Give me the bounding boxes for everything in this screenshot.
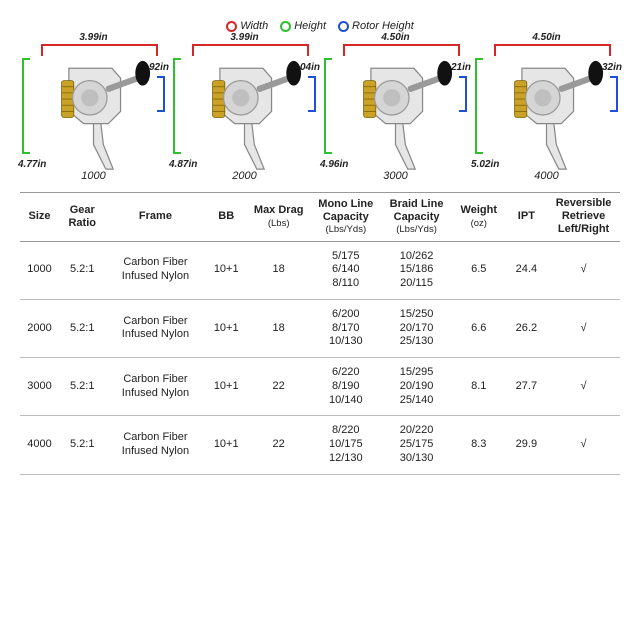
model-label: 3000 (322, 170, 469, 182)
table-row: 1000 5.2:1 Carbon Fiber Infused Nylon 10… (20, 241, 620, 299)
legend-item-rotor: Rotor Height (338, 20, 414, 32)
cell-max-drag: 22 (247, 358, 310, 416)
cell-frame: Carbon Fiber Infused Nylon (105, 241, 205, 299)
width-value: 4.50in (473, 32, 620, 43)
cell-gear-ratio: 5.2:1 (59, 299, 105, 357)
legend-item-width: Width (226, 20, 268, 32)
legend-label-rotor: Rotor Height (352, 20, 414, 32)
cell-braid: 15/25020/17025/130 (381, 299, 452, 357)
model-label: 1000 (20, 170, 167, 182)
height-bracket (324, 58, 332, 154)
cell-ipt: 29.9 (506, 416, 547, 474)
spec-table-body: 1000 5.2:1 Carbon Fiber Infused Nylon 10… (20, 241, 620, 474)
legend-label-height: Height (294, 20, 326, 32)
cell-gear-ratio: 5.2:1 (59, 358, 105, 416)
cell-frame: Carbon Fiber Infused Nylon (105, 358, 205, 416)
cell-frame: Carbon Fiber Infused Nylon (105, 299, 205, 357)
cell-braid: 20/22025/17530/130 (381, 416, 452, 474)
width-value: 3.99in (20, 32, 167, 43)
legend-circle-height (280, 21, 291, 32)
table-header-row: Size Gear Ratio Frame BB Max Drag (Lbs) … (20, 193, 620, 242)
cell-gear-ratio: 5.2:1 (59, 416, 105, 474)
table-row: 3000 5.2:1 Carbon Fiber Infused Nylon 10… (20, 358, 620, 416)
rotor-bracket (459, 76, 467, 112)
th-gear-ratio: Gear Ratio (59, 193, 105, 242)
cell-ipt: 26.2 (506, 299, 547, 357)
th-size: Size (20, 193, 59, 242)
cell-mono: 6/2208/19010/140 (310, 358, 381, 416)
cell-mono: 8/22010/17512/130 (310, 416, 381, 474)
cell-weight: 8.3 (452, 416, 506, 474)
cell-weight: 6.6 (452, 299, 506, 357)
cell-bb: 10+1 (205, 241, 246, 299)
width-bracket (41, 44, 159, 56)
height-bracket (22, 58, 30, 154)
th-bb: BB (205, 193, 246, 242)
cell-mono: 5/1756/1408/110 (310, 241, 381, 299)
rotor-bracket (308, 76, 316, 112)
th-frame: Frame (105, 193, 205, 242)
cell-reversible: √ (547, 416, 620, 474)
reel-icon (32, 56, 155, 179)
reel-figure: 4.50in 3.21in 4.96in 3000 (322, 38, 469, 188)
height-bracket (475, 58, 483, 154)
width-value: 3.99in (171, 32, 318, 43)
reel-figure: 3.99in 3.04in 4.87in 2000 (171, 38, 318, 188)
th-ipt: IPT (506, 193, 547, 242)
width-value: 4.50in (322, 32, 469, 43)
cell-braid: 15/29520/19025/140 (381, 358, 452, 416)
rotor-bracket (157, 76, 165, 112)
cell-max-drag: 18 (247, 299, 310, 357)
reel-figure: 4.50in 3.32in 5.02in 4000 (473, 38, 620, 188)
spec-table: Size Gear Ratio Frame BB Max Drag (Lbs) … (20, 192, 620, 475)
reel-icon (485, 56, 608, 179)
th-mono: Mono Line Capacity (Lbs/Yds) (310, 193, 381, 242)
table-row: 2000 5.2:1 Carbon Fiber Infused Nylon 10… (20, 299, 620, 357)
cell-frame: Carbon Fiber Infused Nylon (105, 416, 205, 474)
cell-weight: 6.5 (452, 241, 506, 299)
th-reversible: Reversible Retrieve Left/Right (547, 193, 620, 242)
cell-bb: 10+1 (205, 416, 246, 474)
legend-circle-rotor (338, 21, 349, 32)
th-braid: Braid Line Capacity (Lbs/Yds) (381, 193, 452, 242)
width-bracket (192, 44, 310, 56)
cell-ipt: 24.4 (506, 241, 547, 299)
cell-weight: 8.1 (452, 358, 506, 416)
cell-gear-ratio: 5.2:1 (59, 241, 105, 299)
cell-mono: 6/2008/17010/130 (310, 299, 381, 357)
cell-bb: 10+1 (205, 299, 246, 357)
cell-size: 3000 (20, 358, 59, 416)
th-max-drag: Max Drag (Lbs) (247, 193, 310, 242)
model-label: 4000 (473, 170, 620, 182)
cell-reversible: √ (547, 358, 620, 416)
dimension-legend: Width Height Rotor Height (20, 20, 620, 32)
model-label: 2000 (171, 170, 318, 182)
cell-ipt: 27.7 (506, 358, 547, 416)
th-weight: Weight (oz) (452, 193, 506, 242)
width-bracket (343, 44, 461, 56)
cell-bb: 10+1 (205, 358, 246, 416)
reel-figure: 3.99in 2.92in 4.77in 1000 (20, 38, 167, 188)
cell-max-drag: 22 (247, 416, 310, 474)
reel-diagrams-row: 3.99in 2.92in 4.77in 1000 3.99in 3.04in … (20, 38, 620, 188)
cell-max-drag: 18 (247, 241, 310, 299)
cell-reversible: √ (547, 299, 620, 357)
cell-size: 1000 (20, 241, 59, 299)
legend-label-width: Width (240, 20, 268, 32)
width-bracket (494, 44, 612, 56)
legend-item-height: Height (280, 20, 326, 32)
cell-size: 4000 (20, 416, 59, 474)
cell-reversible: √ (547, 241, 620, 299)
table-row: 4000 5.2:1 Carbon Fiber Infused Nylon 10… (20, 416, 620, 474)
cell-braid: 10/26215/18620/115 (381, 241, 452, 299)
rotor-bracket (610, 76, 618, 112)
reel-icon (183, 56, 306, 179)
reel-icon (334, 56, 457, 179)
cell-size: 2000 (20, 299, 59, 357)
height-bracket (173, 58, 181, 154)
legend-circle-width (226, 21, 237, 32)
